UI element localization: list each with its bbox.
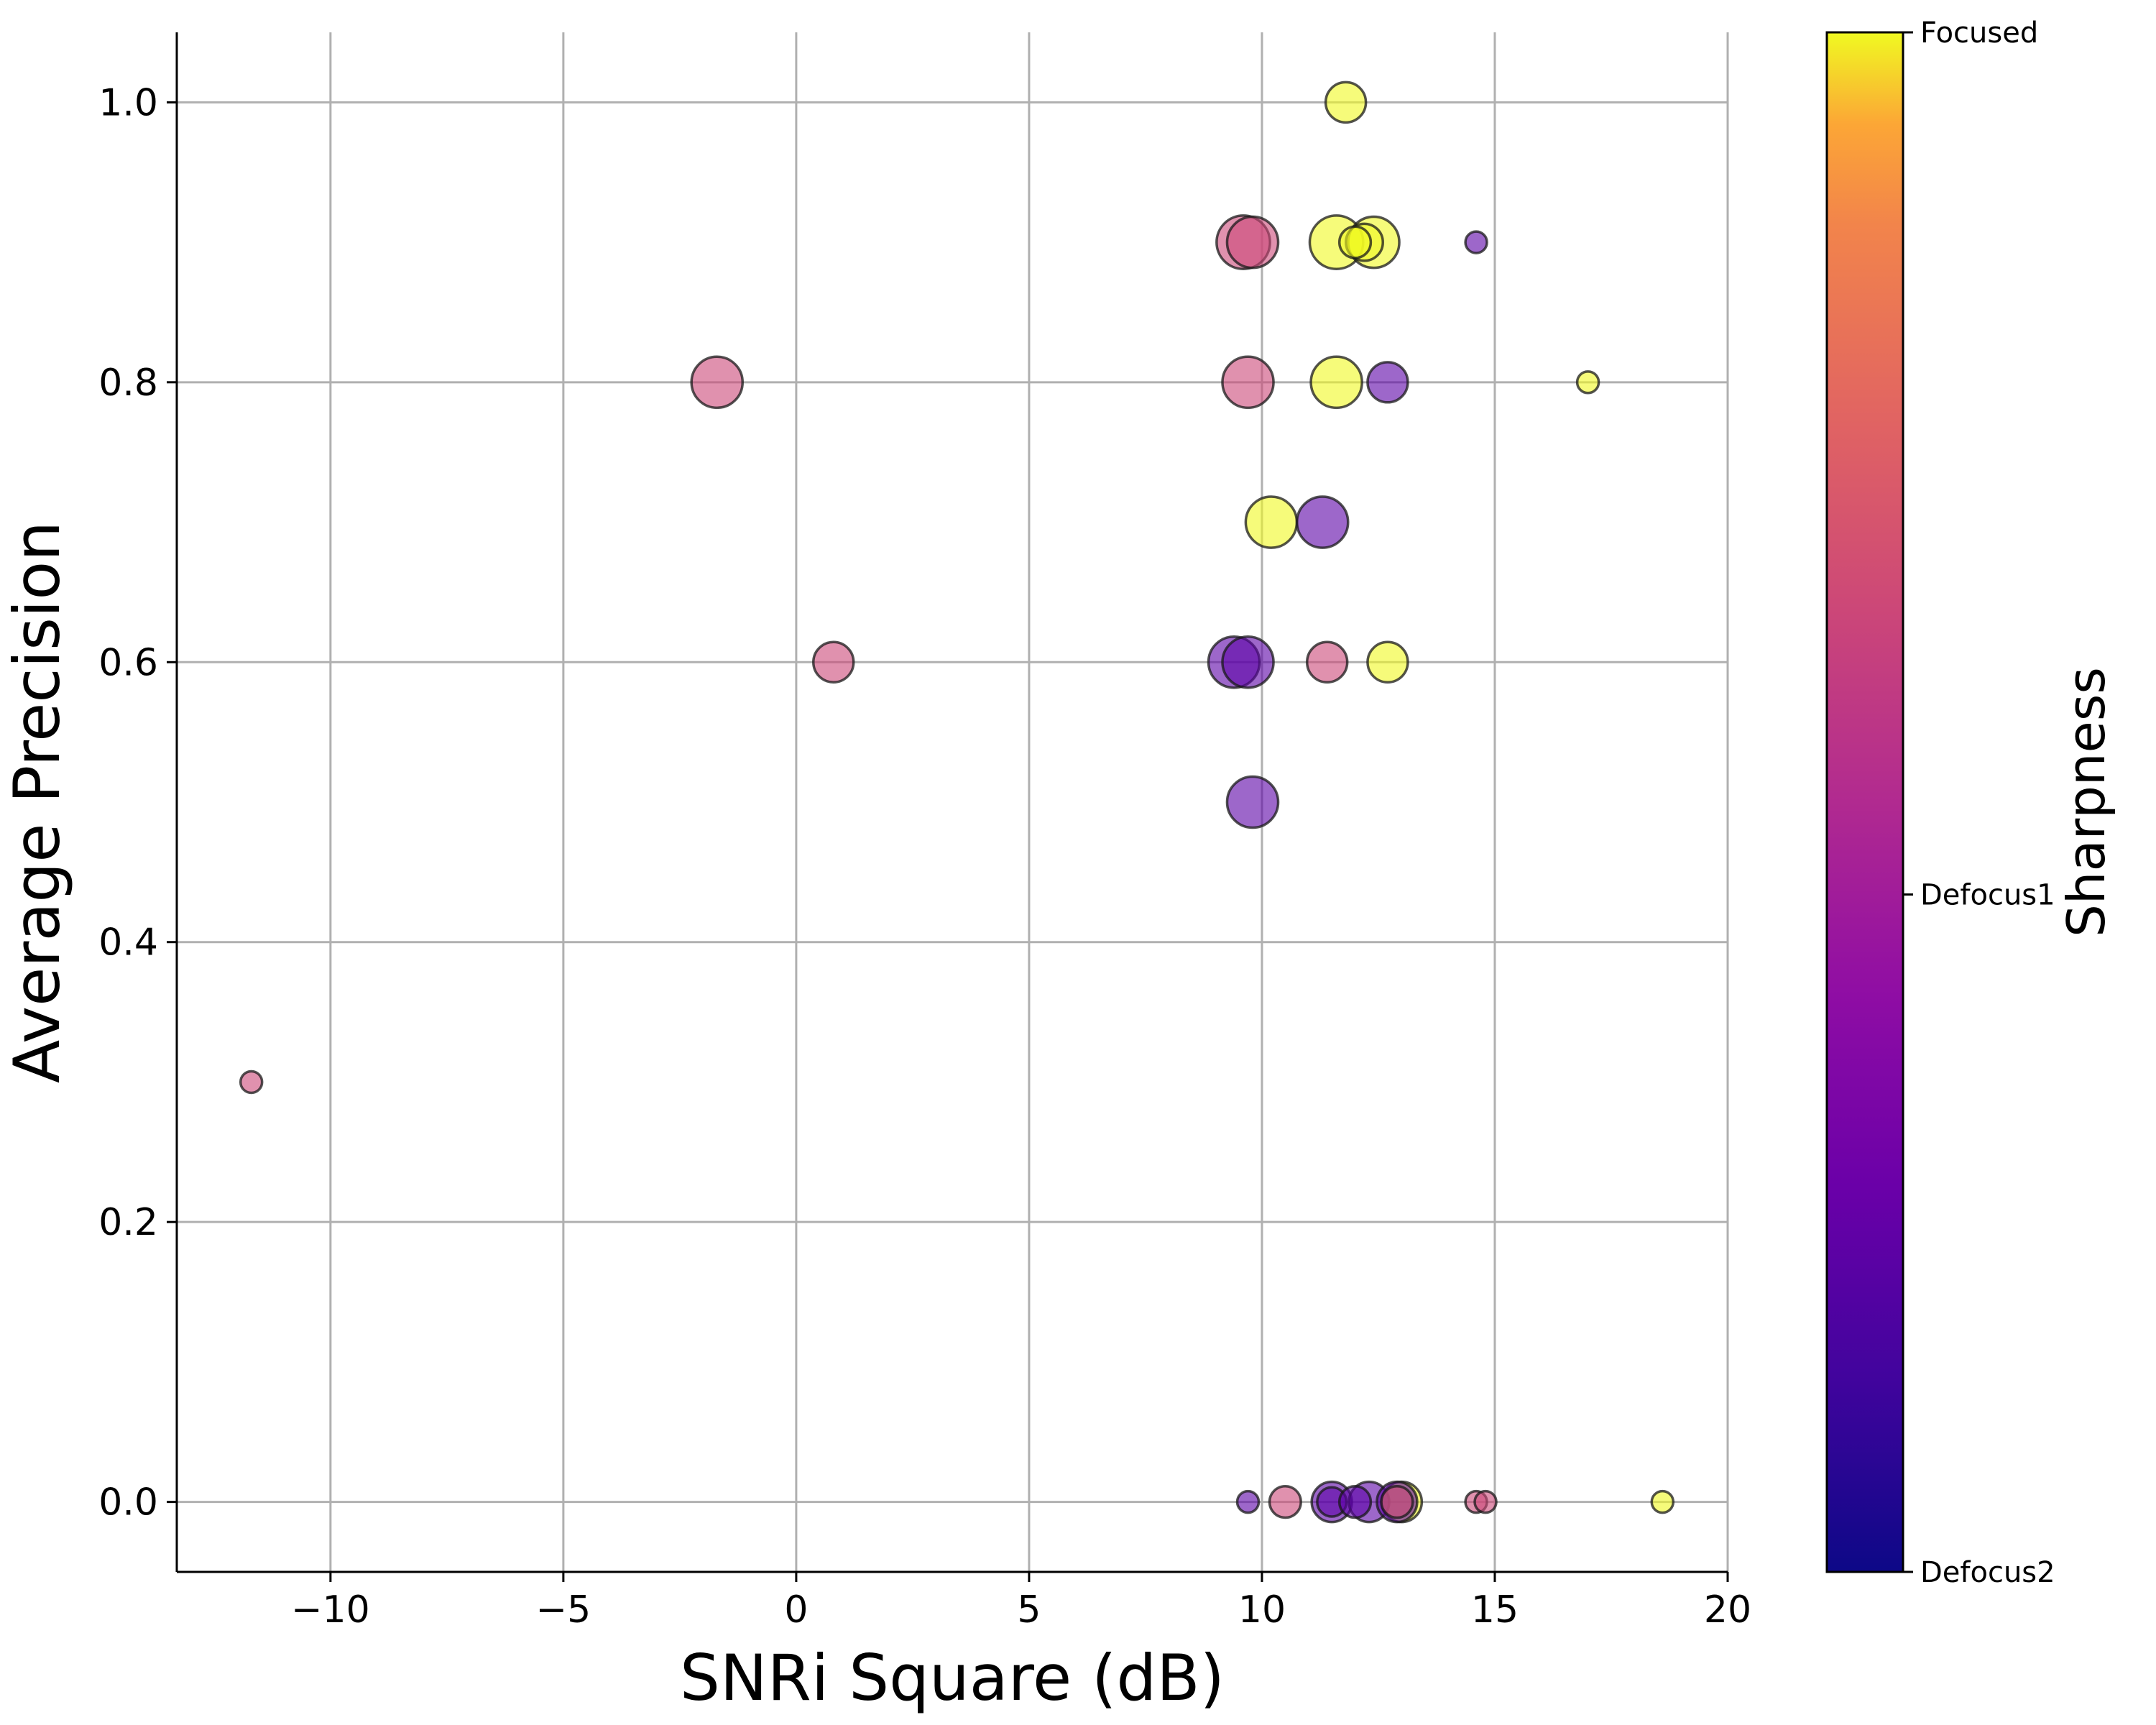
scatter-point xyxy=(1221,635,1275,689)
y-tick-label: 1.0 xyxy=(98,81,158,124)
scatter-point xyxy=(1337,225,1373,259)
scatter-point xyxy=(1473,1489,1498,1514)
scatter-point xyxy=(1366,361,1409,404)
x-tick-label: 15 xyxy=(1471,1588,1519,1632)
colorbar-gradient xyxy=(1825,31,1904,1573)
scatter-point xyxy=(1295,495,1350,549)
grid-lines xyxy=(177,32,1729,1572)
colorbar: Focused Defocus1 Defocus2 Sharpness xyxy=(1825,17,2116,1589)
scatter-point xyxy=(1366,640,1409,684)
scatter-point xyxy=(1268,1485,1302,1519)
scatter-point xyxy=(1337,1485,1373,1519)
x-tick-label: −5 xyxy=(536,1588,591,1632)
x-axis-ticks: −10 −5 0 5 10 15 20 xyxy=(291,1572,1751,1632)
scatter-point xyxy=(1464,230,1488,254)
scatter-point xyxy=(1225,215,1280,270)
y-tick-label: 0.4 xyxy=(98,921,158,965)
x-tick-label: 0 xyxy=(784,1588,808,1632)
y-tick-label: 0.6 xyxy=(98,641,158,684)
scatter-point xyxy=(690,355,745,410)
x-tick-label: 10 xyxy=(1238,1588,1286,1632)
scatter-point xyxy=(239,1070,264,1095)
y-axis-title: Average Precision xyxy=(0,521,74,1083)
colorbar-title: Sharpness xyxy=(2056,667,2116,937)
scatter-point xyxy=(1650,1489,1675,1514)
scatter-point xyxy=(812,640,855,684)
scatter-point xyxy=(1225,775,1280,829)
y-tick-label: 0.2 xyxy=(98,1201,158,1244)
y-tick-label: 0.8 xyxy=(98,362,158,405)
scatter-point xyxy=(1244,495,1299,549)
scatter-point xyxy=(1309,355,1363,410)
scatter-point xyxy=(1305,640,1349,684)
scatter-point xyxy=(1221,355,1275,410)
colorbar-ticks: Focused Defocus1 Defocus2 xyxy=(1903,17,2055,1589)
x-axis-title: SNRi Square (dB) xyxy=(680,1641,1225,1715)
y-axis-ticks: 0.0 0.2 0.4 0.6 0.8 1.0 xyxy=(98,81,177,1524)
scatter-point xyxy=(1235,1489,1261,1514)
x-tick-label: −10 xyxy=(291,1588,370,1632)
data-points xyxy=(239,80,1675,1524)
axes xyxy=(175,32,1728,1573)
y-tick-label: 0.0 xyxy=(98,1481,158,1524)
scatter-point xyxy=(1380,1485,1414,1519)
scatter-point xyxy=(1324,80,1368,124)
colorbar-tick-label: Focused xyxy=(1920,17,2038,50)
scatter-point xyxy=(1575,370,1600,395)
x-tick-label: 20 xyxy=(1704,1588,1751,1632)
x-tick-label: 5 xyxy=(1017,1588,1041,1632)
colorbar-tick-label: Defocus2 xyxy=(1920,1556,2055,1589)
colorbar-tick-label: Defocus1 xyxy=(1920,879,2055,912)
